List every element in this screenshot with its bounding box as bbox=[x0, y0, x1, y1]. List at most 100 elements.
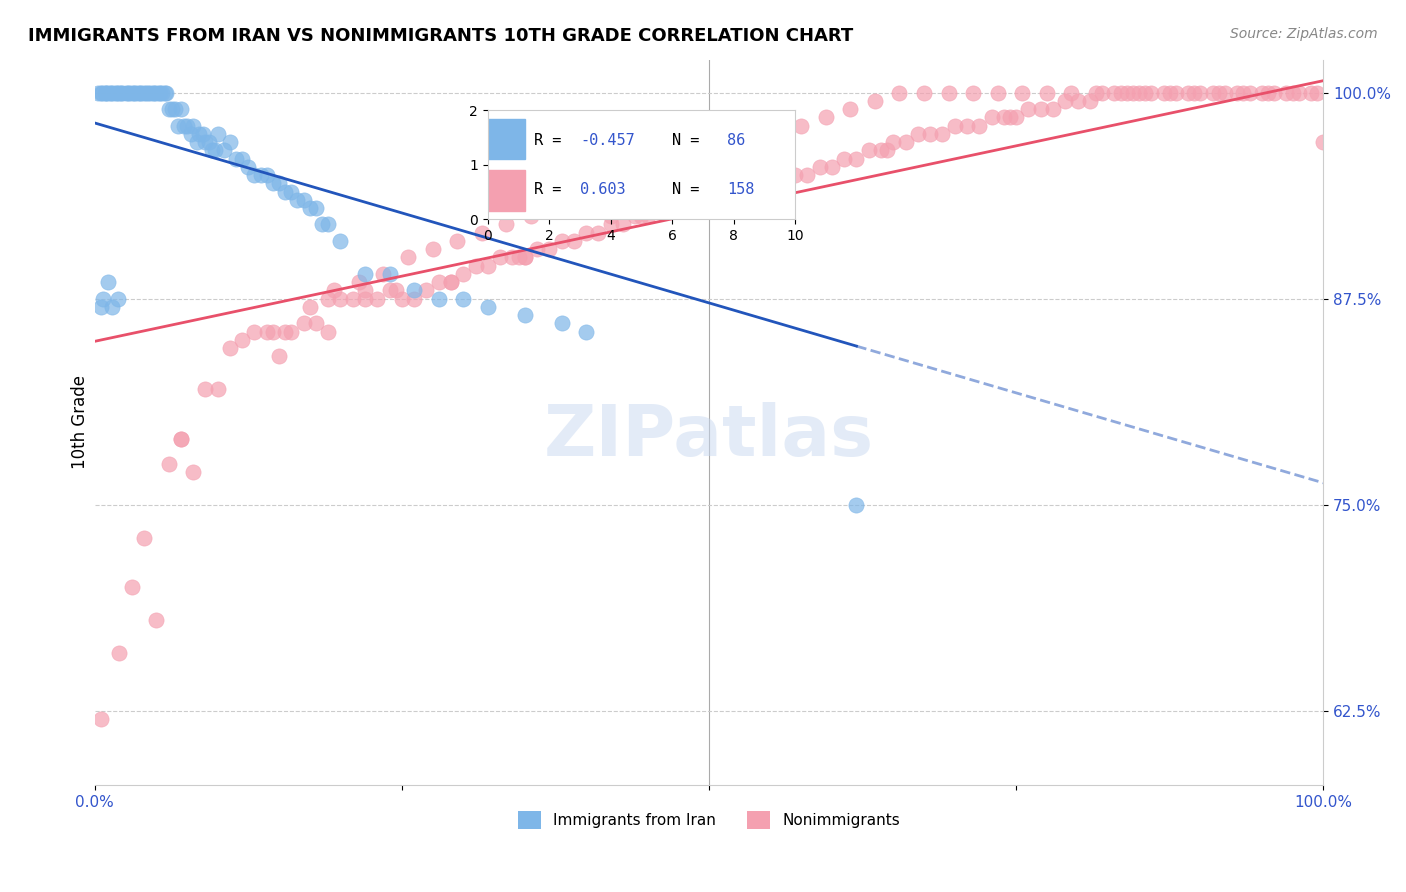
Point bbox=[132, 531, 155, 545]
Point bbox=[1226, 86, 1249, 100]
Point bbox=[170, 102, 193, 116]
Point bbox=[619, 176, 641, 190]
Point bbox=[440, 275, 463, 289]
Point bbox=[292, 193, 315, 207]
Point bbox=[191, 127, 214, 141]
Point bbox=[256, 168, 278, 182]
Point bbox=[114, 86, 136, 100]
Point bbox=[200, 143, 222, 157]
Point bbox=[231, 152, 253, 166]
Point bbox=[686, 193, 709, 207]
Point bbox=[90, 712, 112, 726]
Point bbox=[96, 86, 118, 100]
Point bbox=[145, 613, 167, 627]
Point bbox=[962, 86, 984, 100]
Point bbox=[1005, 111, 1028, 125]
Point bbox=[1017, 102, 1039, 116]
Point bbox=[181, 465, 204, 479]
Point bbox=[1208, 86, 1230, 100]
Point bbox=[422, 242, 444, 256]
Point bbox=[1060, 86, 1083, 100]
Point bbox=[142, 86, 165, 100]
Point bbox=[157, 457, 180, 471]
Point bbox=[131, 86, 153, 100]
Point bbox=[305, 317, 328, 331]
Point bbox=[1078, 94, 1101, 108]
Point bbox=[796, 168, 818, 182]
Point bbox=[110, 86, 132, 100]
Point bbox=[316, 292, 339, 306]
Point bbox=[1306, 86, 1329, 100]
Point bbox=[384, 284, 406, 298]
Point bbox=[287, 193, 309, 207]
Point bbox=[446, 234, 468, 248]
Point bbox=[100, 86, 122, 100]
Point bbox=[1042, 102, 1064, 116]
Point bbox=[97, 275, 120, 289]
Point bbox=[194, 135, 217, 149]
Point bbox=[1250, 86, 1272, 100]
Point bbox=[858, 143, 880, 157]
Point bbox=[630, 209, 652, 223]
Point bbox=[716, 143, 738, 157]
Point bbox=[876, 143, 898, 157]
Point bbox=[129, 86, 152, 100]
Point bbox=[599, 218, 621, 232]
Point bbox=[863, 94, 886, 108]
Point bbox=[267, 176, 290, 190]
Point bbox=[513, 251, 536, 265]
Point bbox=[998, 111, 1021, 125]
Point bbox=[673, 193, 696, 207]
Point bbox=[637, 209, 659, 223]
Point bbox=[323, 284, 346, 298]
Point bbox=[550, 317, 572, 331]
Point bbox=[181, 119, 204, 133]
Point bbox=[427, 275, 450, 289]
Point bbox=[735, 176, 758, 190]
Point bbox=[194, 383, 217, 397]
Point bbox=[790, 119, 813, 133]
Point bbox=[267, 350, 290, 364]
Point bbox=[366, 292, 388, 306]
Point bbox=[987, 86, 1010, 100]
Point bbox=[149, 86, 172, 100]
Point bbox=[1288, 86, 1310, 100]
Point bbox=[404, 284, 426, 298]
Point bbox=[477, 300, 499, 314]
Point bbox=[723, 185, 745, 199]
Point bbox=[238, 160, 260, 174]
Point bbox=[170, 432, 193, 446]
Point bbox=[212, 143, 235, 157]
Point bbox=[501, 251, 523, 265]
Point bbox=[316, 325, 339, 339]
Point bbox=[661, 201, 683, 215]
Point bbox=[1128, 86, 1150, 100]
Point bbox=[754, 176, 776, 190]
Text: IMMIGRANTS FROM IRAN VS NONIMMIGRANTS 10TH GRADE CORRELATION CHART: IMMIGRANTS FROM IRAN VS NONIMMIGRANTS 10… bbox=[28, 27, 853, 45]
Point bbox=[127, 86, 149, 100]
Point bbox=[105, 86, 128, 100]
Point bbox=[378, 267, 401, 281]
Point bbox=[1066, 94, 1088, 108]
Point bbox=[136, 86, 159, 100]
Point bbox=[329, 234, 352, 248]
Point bbox=[1281, 86, 1303, 100]
Point bbox=[471, 226, 494, 240]
Point bbox=[741, 135, 763, 149]
Point bbox=[173, 119, 195, 133]
Point bbox=[150, 86, 173, 100]
Point bbox=[1104, 86, 1126, 100]
Point bbox=[783, 168, 806, 182]
Point bbox=[624, 209, 647, 223]
Point bbox=[354, 292, 377, 306]
Point bbox=[188, 127, 211, 141]
Point bbox=[93, 86, 115, 100]
Point bbox=[710, 185, 733, 199]
Point bbox=[1177, 86, 1199, 100]
Point bbox=[453, 292, 475, 306]
Point bbox=[612, 218, 634, 232]
Point bbox=[207, 127, 229, 141]
Point bbox=[1263, 86, 1285, 100]
Point bbox=[562, 234, 585, 248]
Point bbox=[225, 152, 247, 166]
